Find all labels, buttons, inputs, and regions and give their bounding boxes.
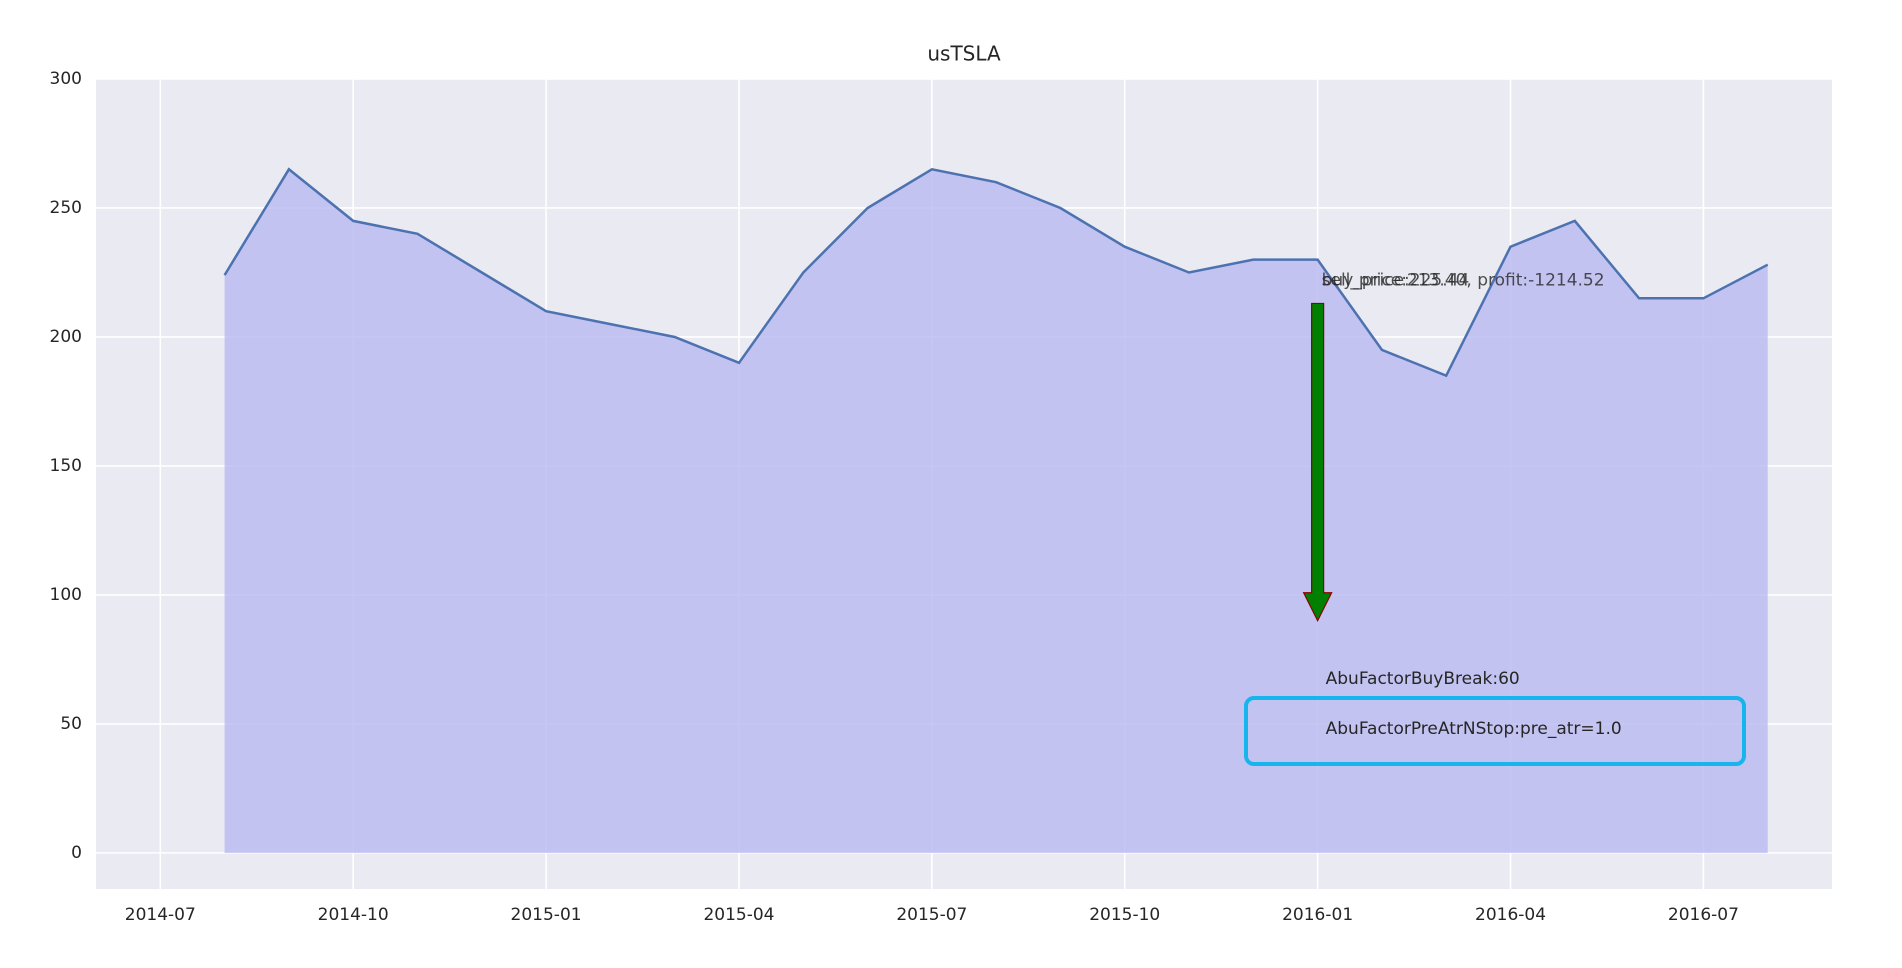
highlight-box	[1244, 696, 1746, 766]
y-tick-label: 250	[50, 198, 82, 218]
y-tick-label: 300	[50, 69, 82, 89]
chart-title: usTSLA	[927, 42, 1001, 66]
trade-arrow	[1302, 302, 1333, 623]
x-tick-label: 2015-01	[511, 905, 582, 925]
y-tick-label: 150	[50, 456, 82, 476]
factor-label: AbuFactorPreAtrNStop:pre_atr=1.0	[1326, 719, 1622, 739]
y-tick-label: 200	[50, 327, 82, 347]
x-tick-label: 2015-07	[896, 905, 967, 925]
trade-annotation: buy_price:225.44	[1322, 270, 1470, 290]
factor-label: AbuFactorBuyBreak:60	[1326, 669, 1520, 689]
area	[224, 169, 1768, 853]
y-tick-label: 50	[60, 714, 82, 734]
trade-annotation: sell_price:213.40, profit:-1214.52	[1322, 270, 1605, 290]
x-tick-label: 2014-07	[125, 905, 196, 925]
x-tick-label: 2016-04	[1475, 905, 1546, 925]
x-tick-label: 2015-04	[703, 905, 774, 925]
y-tick-label: 0	[71, 843, 82, 863]
x-tick-label: 2015-10	[1089, 905, 1160, 925]
y-tick-label: 100	[50, 585, 82, 605]
x-tick-label: 2014-10	[318, 905, 389, 925]
line	[223, 167, 1769, 378]
x-tick-label: 2016-01	[1282, 905, 1353, 925]
x-tick-label: 2016-07	[1668, 905, 1739, 925]
